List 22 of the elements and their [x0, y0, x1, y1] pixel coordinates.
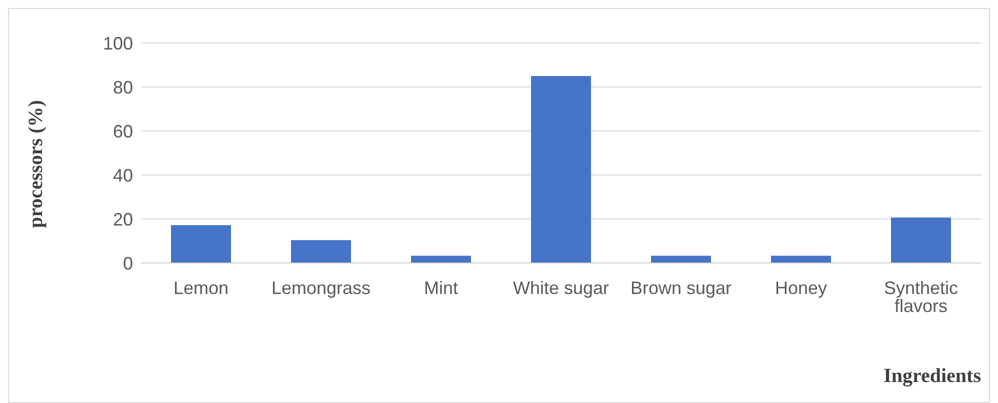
bar — [891, 217, 951, 263]
bar — [291, 240, 351, 263]
y-tick-label: 0 — [122, 253, 133, 274]
x-tick-label: White sugar — [512, 278, 610, 298]
bar — [531, 76, 591, 263]
y-tick-label: 40 — [112, 165, 133, 186]
x-tick-label: Honey — [774, 278, 828, 298]
y-axis-title: processors (%) — [25, 100, 48, 228]
x-tick-label: Lemongrass — [271, 278, 371, 298]
bar — [411, 256, 471, 263]
y-tick-label: 80 — [112, 77, 133, 98]
bar — [771, 256, 831, 263]
y-tick-label: 60 — [112, 121, 133, 142]
x-tick-label: Lemon — [173, 278, 229, 298]
bar — [651, 256, 711, 263]
x-tick-label: Mint — [424, 278, 458, 298]
x-tick-label: Synthetic flavors — [884, 278, 958, 316]
y-tick-label: 100 — [102, 33, 133, 54]
x-tick-label: Brown sugar — [630, 278, 732, 298]
y-tick-label: 20 — [112, 209, 133, 230]
x-axis-title: Ingredients — [884, 365, 982, 387]
bar — [171, 225, 231, 263]
